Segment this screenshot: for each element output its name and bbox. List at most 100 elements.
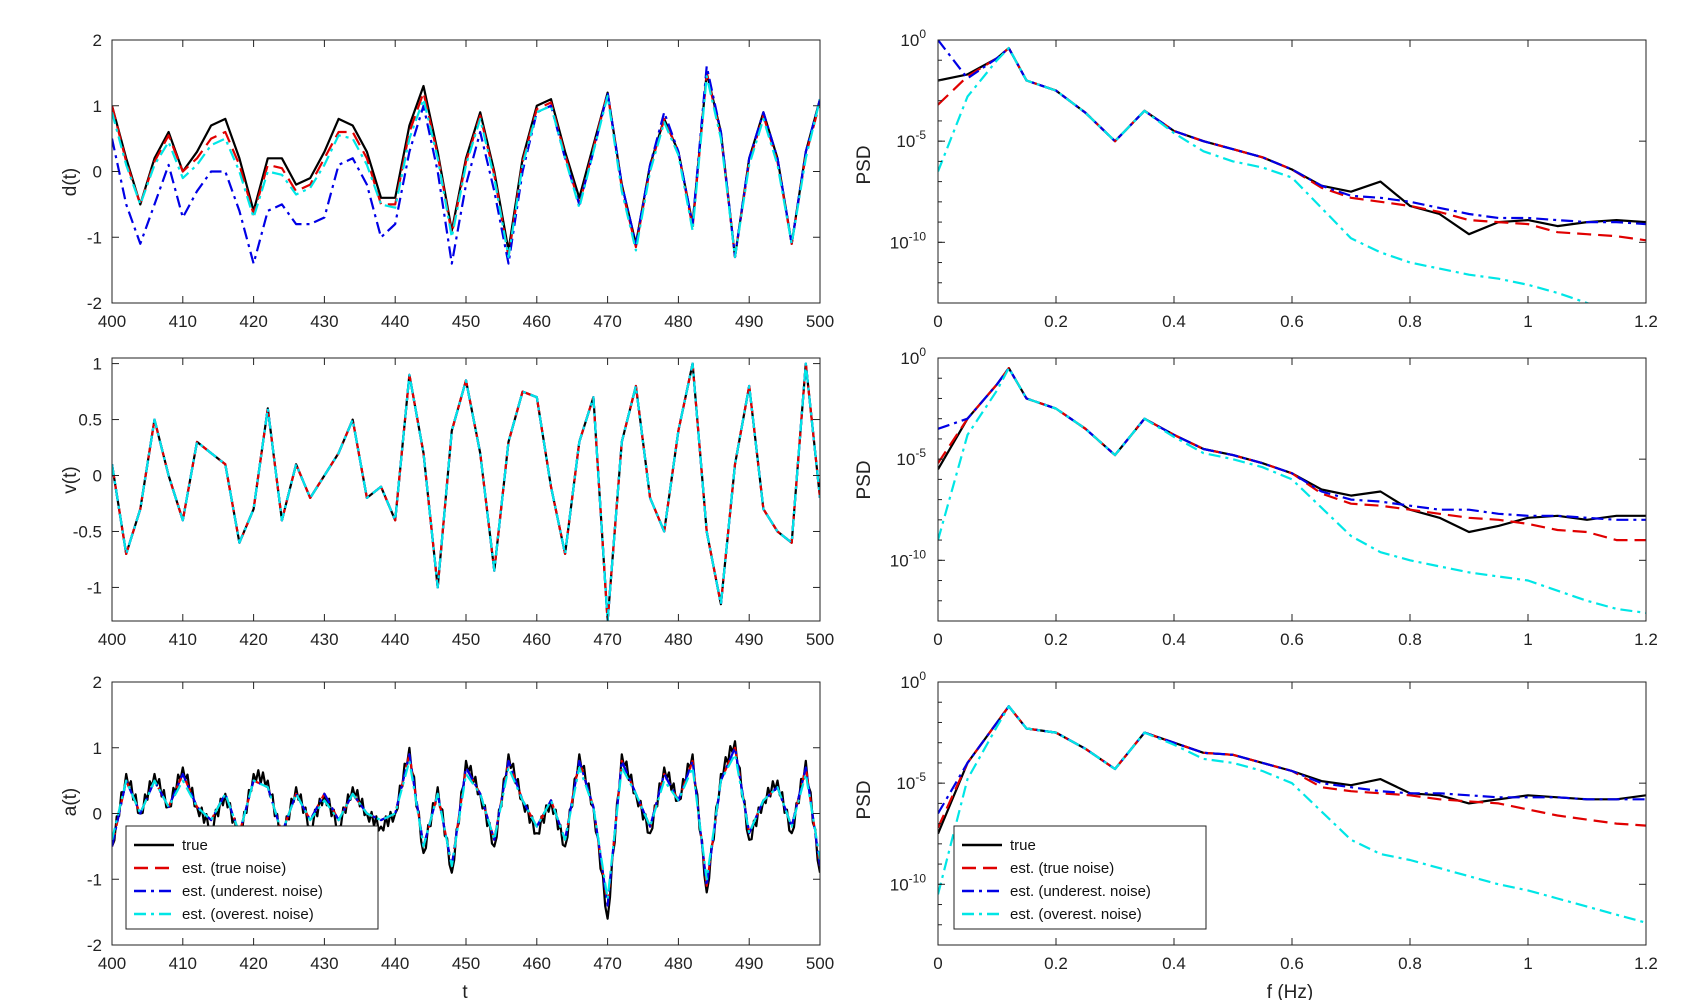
legend-acc-psd: true est. (true noise) est. (underest. n… [953, 825, 1207, 930]
x-tick-label: 500 [806, 630, 834, 649]
ylabel-disp-time: d(t) [60, 168, 81, 197]
x-tick-label: 0.4 [1162, 312, 1186, 331]
x-tick-label: 480 [664, 312, 692, 331]
x-tick-label: 0.8 [1398, 630, 1422, 649]
series-line-overest [938, 705, 1646, 924]
legend-label-overest: est. (overest. noise) [182, 906, 314, 923]
x-tick-label: 410 [169, 312, 197, 331]
x-tick-label: 470 [593, 312, 621, 331]
y-tick-label: 1 [93, 739, 102, 758]
y-tick-label: 1 [93, 97, 102, 116]
plot-acc-time: 400 410 420 430 440 450 460 470 480 490 500 -2 -1 0 1 2 [87, 673, 834, 973]
x-tick-label: 430 [310, 312, 338, 331]
series-line-overest [112, 753, 820, 901]
x-tick-label: 460 [523, 954, 551, 973]
legend-label-true: true [182, 837, 208, 854]
x-tick-label: 1.2 [1634, 954, 1658, 973]
x-tick-label: 1 [1523, 954, 1532, 973]
legend-label-underest: est. (underest. noise) [182, 883, 323, 900]
x-tick-label: 0.2 [1044, 630, 1068, 649]
x-tick-label: 460 [523, 630, 551, 649]
x-tick-label: 420 [239, 954, 267, 973]
y-tick-label: 0.5 [78, 411, 102, 430]
x-tick-label: 400 [98, 954, 126, 973]
x-tick-label: 0.2 [1044, 312, 1068, 331]
x-tick-label: 470 [593, 954, 621, 973]
y-tick-label: 0 [93, 805, 102, 824]
y-tick-label: -2 [87, 294, 102, 313]
ylabel-acc-psd: PSD [854, 780, 875, 819]
x-tick-label: 410 [169, 954, 197, 973]
y-tick-label: -2 [87, 936, 102, 955]
y-tick-label: -1 [87, 870, 102, 889]
x-tick-label: 450 [452, 630, 480, 649]
y-tick-label: 2 [93, 31, 102, 50]
legend-label-true-noise: est. (true noise) [182, 860, 286, 877]
x-tick-label: 410 [169, 630, 197, 649]
ylabel-acc-time: a(t) [60, 788, 81, 817]
y-tick-label: 0 [93, 467, 102, 486]
x-tick-label: 480 [664, 630, 692, 649]
x-tick-label: 490 [735, 954, 763, 973]
x-tick-label: 1 [1523, 630, 1532, 649]
legend-label-underest: est. (underest. noise) [1010, 883, 1151, 900]
x-tick-label: 420 [239, 630, 267, 649]
series-line-overest [938, 47, 1591, 303]
x-tick-label: 1.2 [1634, 312, 1658, 331]
x-tick-label: 440 [381, 312, 409, 331]
y-tick-label: -1 [87, 578, 102, 597]
y-tick-label: -0.5 [73, 522, 102, 541]
x-tick-label: 0.6 [1280, 954, 1304, 973]
x-tick-label: 400 [98, 630, 126, 649]
x-tick-label: 450 [452, 954, 480, 973]
series-line-overest [938, 367, 1646, 614]
x-tick-label: 0.8 [1398, 312, 1422, 331]
series-line-overest [112, 362, 820, 621]
plot-disp-time: 400 410 420 430 440 450 460 470 480 490 500 -2 -1 0 1 2 [87, 31, 834, 331]
x-tick-label: 430 [310, 954, 338, 973]
y-tick-label: 1 [93, 355, 102, 374]
x-tick-label: 0 [933, 312, 942, 331]
xlabel-acc-psd: f (Hz) [1267, 982, 1313, 1000]
ylabel-vel-time: v(t) [60, 466, 81, 493]
x-tick-label: 1 [1523, 312, 1532, 331]
x-tick-label: 450 [452, 312, 480, 331]
legend-box [953, 825, 1207, 930]
y-tick-label: 2 [93, 673, 102, 692]
x-tick-label: 500 [806, 312, 834, 331]
x-tick-label: 420 [239, 312, 267, 331]
x-tick-label: 0 [933, 954, 942, 973]
legend-acc-time: true est. (true noise) est. (underest. n… [125, 825, 379, 930]
x-tick-label: 460 [523, 312, 551, 331]
panel-disp-time: 400 410 420 430 440 450 460 470 480 490 500 -2 -1 0 1 2… [60, 31, 834, 331]
series-line-underest [938, 40, 1646, 226]
panel-vel-time: 400 410 420 430 440 450 460 470 480 490 500 -1 -0.5 0… [60, 355, 834, 649]
legend-label-true-noise: est. (true noise) [1010, 860, 1114, 877]
x-tick-label: 0.6 [1280, 630, 1304, 649]
x-tick-label: 430 [310, 630, 338, 649]
series-line-overest [112, 75, 820, 259]
series-line-true-noise [112, 71, 820, 259]
x-tick-label: 490 [735, 630, 763, 649]
x-tick-label: 0.4 [1162, 954, 1186, 973]
x-tick-label: 500 [806, 954, 834, 973]
x-tick-label: 0.8 [1398, 954, 1422, 973]
x-tick-label: 0.6 [1280, 312, 1304, 331]
y-tick-label: -1 [87, 228, 102, 247]
legend-box [125, 825, 379, 930]
ylabel-disp-psd: PSD [854, 145, 875, 184]
legend-label-true: true [1010, 837, 1036, 854]
y-tick-label: 0 [93, 163, 102, 182]
legend-label-overest: est. (overest. noise) [1010, 906, 1142, 923]
x-tick-label: 480 [664, 954, 692, 973]
xlabel-acc-time: t [462, 982, 468, 1000]
ylabel-vel-psd: PSD [854, 460, 875, 499]
x-tick-label: 470 [593, 630, 621, 649]
